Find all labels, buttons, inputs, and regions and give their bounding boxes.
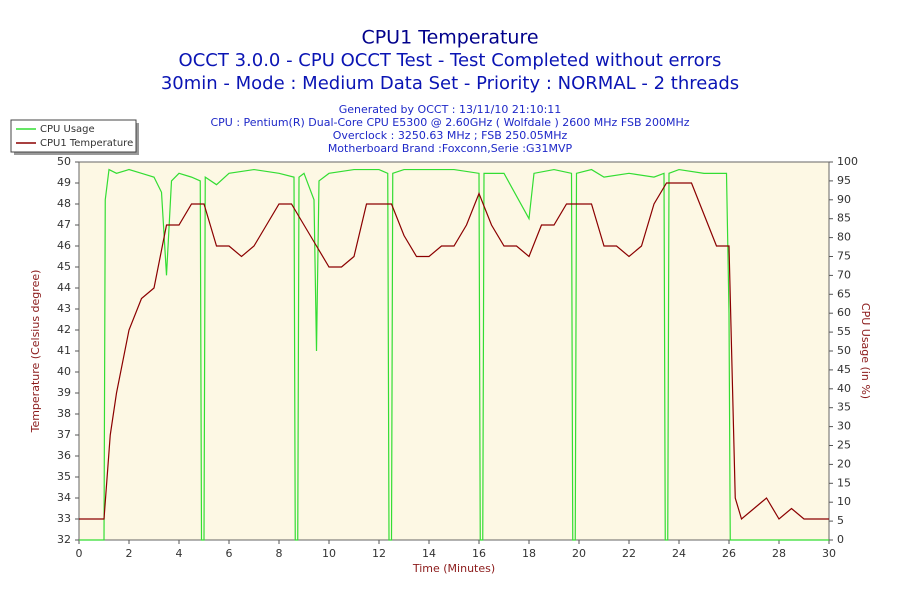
x-tick-label: 28 bbox=[772, 547, 786, 560]
legend-box bbox=[10, 119, 137, 153]
y2-tick-label: 10 bbox=[837, 495, 851, 508]
x-tick-label: 26 bbox=[722, 547, 736, 560]
x-tick-label: 10 bbox=[322, 547, 336, 560]
subtitle: 30min - Mode : Medium Data Set - Priorit… bbox=[161, 73, 739, 94]
y-tick-label: 45 bbox=[57, 260, 71, 273]
x-tick-label: 16 bbox=[472, 547, 486, 560]
y2-tick-label: 20 bbox=[837, 457, 851, 470]
y2-tick-label: 25 bbox=[837, 439, 851, 452]
x-tick-label: 20 bbox=[572, 547, 586, 560]
y-tick-label: 35 bbox=[57, 470, 71, 483]
y2-tick-label: 100 bbox=[837, 155, 858, 168]
x-tick-label: 8 bbox=[276, 547, 283, 560]
y-tick-label: 32 bbox=[57, 533, 71, 546]
y2-tick-label: 80 bbox=[837, 231, 851, 244]
y2-tick-label: 35 bbox=[837, 401, 851, 414]
y2-tick-label: 5 bbox=[837, 514, 844, 527]
y-tick-label: 50 bbox=[57, 155, 71, 168]
y-tick-label: 38 bbox=[57, 407, 71, 420]
x-tick-label: 22 bbox=[622, 547, 636, 560]
y-tick-label: 33 bbox=[57, 512, 71, 525]
y-tick-label: 42 bbox=[57, 323, 71, 336]
info-line: Generated by OCCT : 13/11/10 21:10:11 bbox=[339, 103, 562, 116]
x-tick-label: 0 bbox=[76, 547, 83, 560]
y2-tick-label: 15 bbox=[837, 476, 851, 489]
y2-axis-label: CPU Usage (in %) bbox=[859, 303, 872, 399]
y2-tick-label: 50 bbox=[837, 344, 851, 357]
x-tick-label: 12 bbox=[372, 547, 386, 560]
x-tick-label: 6 bbox=[226, 547, 233, 560]
series-line bbox=[79, 168, 829, 541]
y2-tick-label: 95 bbox=[837, 174, 851, 187]
y-axis-label: Temperature (Celsius degree) bbox=[29, 270, 42, 434]
y-tick-label: 43 bbox=[57, 302, 71, 315]
y2-tick-label: 60 bbox=[837, 306, 851, 319]
y-tick-label: 49 bbox=[57, 176, 71, 189]
legend-label: CPU Usage bbox=[40, 124, 95, 135]
y-tick-label: 36 bbox=[57, 449, 71, 462]
info-line: Overclock : 3250.63 MHz ; FSB 250.05MHz bbox=[333, 129, 568, 142]
y2-tick-label: 45 bbox=[837, 363, 851, 376]
y-tick-label: 41 bbox=[57, 344, 71, 357]
y2-tick-label: 90 bbox=[837, 193, 851, 206]
x-tick-label: 4 bbox=[176, 547, 183, 560]
series-line bbox=[79, 182, 829, 521]
y-tick-label: 37 bbox=[57, 428, 71, 441]
y2-tick-label: 0 bbox=[837, 533, 844, 546]
subtitle: OCCT 3.0.0 - CPU OCCT Test - Test Comple… bbox=[179, 50, 722, 71]
legend-label: CPU1 Temperature bbox=[40, 138, 133, 149]
x-axis-label: Time (Minutes) bbox=[412, 562, 495, 575]
x-tick-label: 30 bbox=[822, 547, 836, 560]
x-tick-label: 24 bbox=[672, 547, 686, 560]
y2-tick-label: 70 bbox=[837, 268, 851, 281]
x-tick-label: 18 bbox=[522, 547, 536, 560]
y-tick-label: 40 bbox=[57, 365, 71, 378]
info-line: Motherboard Brand :Foxconn,Serie :G31MVP bbox=[328, 142, 573, 155]
y-tick-label: 44 bbox=[57, 281, 71, 294]
info-line: CPU : Pentium(R) Dual-Core CPU E5300 @ 2… bbox=[210, 116, 689, 129]
y-tick-label: 39 bbox=[57, 386, 71, 399]
y-tick-label: 48 bbox=[57, 197, 71, 210]
y-tick-label: 46 bbox=[57, 239, 71, 252]
y2-tick-label: 30 bbox=[837, 420, 851, 433]
y2-tick-label: 85 bbox=[837, 212, 851, 225]
y-tick-label: 47 bbox=[57, 218, 71, 231]
y-tick-label: 34 bbox=[57, 491, 71, 504]
y2-tick-label: 65 bbox=[837, 287, 851, 300]
y2-tick-label: 75 bbox=[837, 250, 851, 263]
y2-tick-label: 40 bbox=[837, 382, 851, 395]
x-tick-label: 14 bbox=[422, 547, 436, 560]
y2-tick-label: 55 bbox=[837, 325, 851, 338]
x-tick-label: 2 bbox=[126, 547, 133, 560]
chart-title: CPU1 Temperature bbox=[361, 27, 538, 49]
plot-area bbox=[78, 161, 830, 541]
